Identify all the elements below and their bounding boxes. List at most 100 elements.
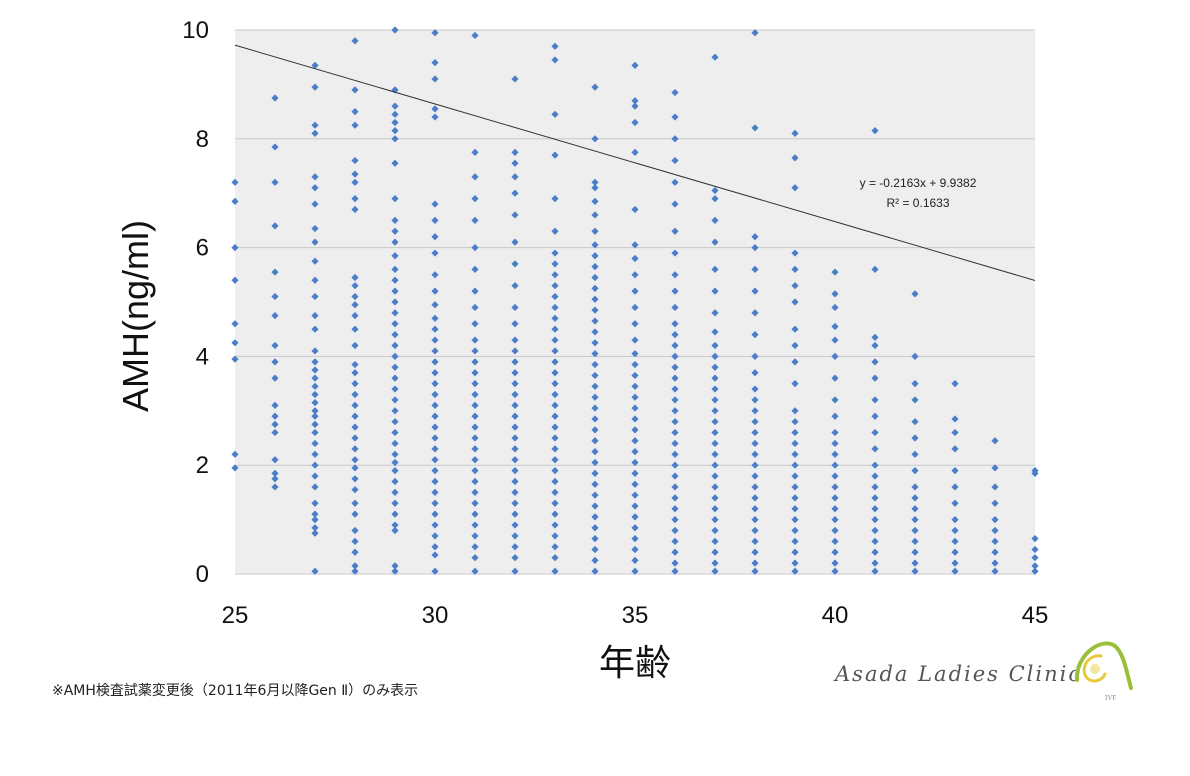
data-point [791,472,799,480]
y-tick-label: 0 [196,561,209,588]
data-point [431,551,439,559]
data-point [431,401,439,409]
data-point [671,341,679,350]
data-point [311,121,319,129]
data-point [471,380,479,388]
data-point [231,197,239,205]
data-point [431,477,439,486]
data-point [271,222,279,230]
data-point [311,399,319,407]
data-point [911,290,919,298]
data-point [231,355,239,363]
data-point [511,336,519,344]
data-point [831,374,839,382]
data-point [471,499,479,507]
data-point [871,505,879,513]
data-point [351,548,359,556]
data-point [631,382,639,390]
data-point [551,195,559,203]
data-point [711,238,719,246]
data-point [231,244,239,252]
y-tick-label: 10 [182,17,209,44]
data-point [831,559,839,567]
data-point [751,385,759,393]
data-point [591,415,599,423]
data-point [991,526,999,535]
data-point [471,287,479,295]
data-point [591,252,599,260]
data-point [631,271,639,279]
data-point [751,418,759,426]
data-point [951,567,959,575]
data-point [471,336,479,344]
data-point [311,483,319,491]
data-point [471,244,479,252]
data-point [511,456,519,464]
data-point [351,195,359,203]
data-point [991,483,999,491]
data-point [831,526,839,535]
data-point [711,567,719,575]
data-point [511,380,519,388]
data-point [391,265,399,273]
data-point [431,369,439,377]
data-point [391,450,399,458]
data-point [791,439,799,448]
data-point [391,477,399,486]
data-point [551,477,559,486]
data-point [791,450,799,458]
data-point [511,369,519,377]
data-point [351,499,359,507]
data-point [471,554,479,562]
data-point [671,461,679,469]
footnote: ※AMH検査試薬変更後（2011年6月以降Gen Ⅱ）のみ表示 [52,683,419,699]
data-point [511,401,519,409]
data-point [351,486,359,494]
data-point [551,521,559,529]
data-point [431,499,439,507]
data-point [631,448,639,456]
data-point [591,524,599,532]
data-point [231,178,239,186]
data-point [671,526,679,535]
data-point [791,249,799,257]
data-point [431,510,439,518]
data-point [711,526,719,535]
data-point [551,380,559,388]
data-point [591,404,599,412]
data-point [631,360,639,369]
data-point [231,339,239,347]
data-point [551,390,559,399]
data-point [391,252,399,260]
data-point [431,380,439,388]
data-point [471,369,479,377]
data-point [391,488,399,496]
data-point [511,488,519,496]
data-point [631,303,639,312]
data-point [551,434,559,442]
data-point [711,352,719,360]
data-point [271,341,279,350]
data-point [631,524,639,532]
data-point [791,418,799,426]
data-point [351,456,359,464]
data-point [671,537,679,545]
data-point [391,374,399,382]
data-point [551,282,559,290]
data-point [351,464,359,472]
data-point [671,271,679,279]
data-point [311,428,319,437]
data-point [311,407,319,415]
data-point [311,200,319,208]
data-point [911,526,919,535]
data-point [351,360,359,369]
data-point [311,347,319,355]
data-point [431,113,439,121]
data-point [831,303,839,312]
data-point [391,238,399,246]
data-point [751,287,759,295]
data-point [551,445,559,453]
data-point [471,412,479,420]
data-point [951,526,959,535]
data-point [871,428,879,437]
